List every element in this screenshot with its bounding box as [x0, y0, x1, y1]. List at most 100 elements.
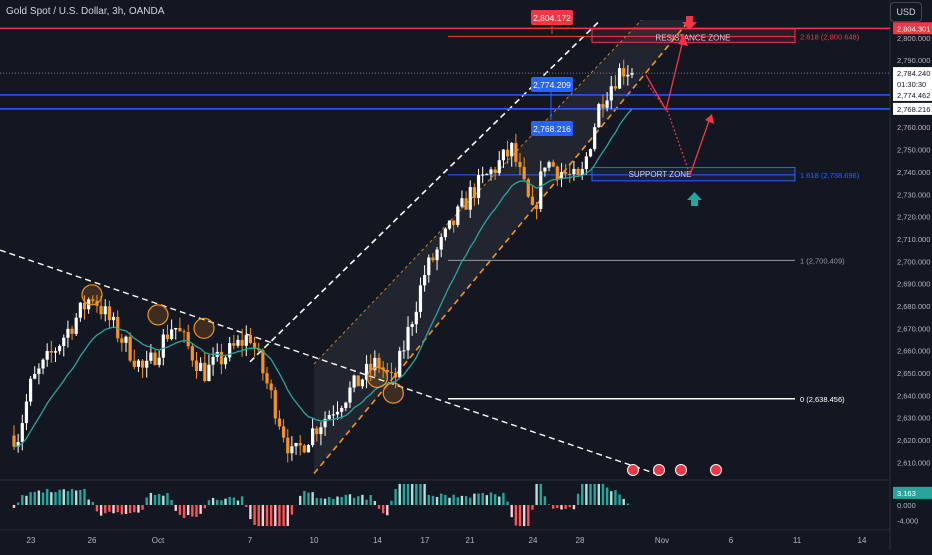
candle-body: [21, 423, 24, 442]
candle-body: [241, 340, 244, 346]
oscillator-bar: [303, 491, 305, 505]
oscillator-bar: [340, 497, 342, 505]
candle-body: [307, 445, 310, 452]
candle-body: [162, 335, 165, 358]
price-tag-2774: 2,774.209: [533, 80, 571, 90]
candle-body: [614, 86, 617, 88]
price-tick: 2,670.000: [897, 324, 930, 333]
candle-body: [249, 335, 252, 343]
candle-body: [50, 351, 53, 353]
candle-body: [294, 443, 297, 446]
oscillator-bar: [179, 505, 181, 515]
oscillator-bar: [141, 505, 143, 510]
oscillator-bar: [457, 497, 459, 505]
oscillator-bar: [100, 505, 102, 516]
oscillator-bar: [511, 505, 513, 517]
candle-body: [427, 258, 430, 276]
candle-body: [228, 343, 231, 357]
candle-body: [568, 174, 571, 175]
economic-event-icon: [711, 465, 722, 476]
candle-body: [303, 445, 306, 452]
currency-button[interactable]: USD: [890, 2, 922, 22]
oscillator-bar: [602, 484, 604, 505]
oscillator-bar: [50, 492, 52, 505]
candle-body: [452, 220, 455, 224]
price-tick: 2,660.000: [897, 347, 930, 356]
price-tick: 2,720.000: [897, 213, 930, 222]
candle-body: [137, 361, 140, 367]
candle-body: [141, 361, 144, 368]
oscillator-bar: [71, 489, 73, 505]
oscillator-bar: [258, 505, 260, 526]
oscillator-bar: [75, 490, 77, 505]
candle-body: [182, 331, 185, 332]
oscillator-bar: [228, 497, 230, 505]
candle-body: [112, 317, 115, 320]
candle-body: [211, 357, 214, 365]
support-zone-label: SUPPORT ZONE: [629, 170, 692, 179]
oscillator-bar: [278, 505, 280, 526]
oscillator-bar: [407, 484, 409, 505]
oscillator-bar: [291, 505, 293, 515]
candle-body: [199, 363, 202, 371]
candle-body: [108, 306, 111, 320]
oscillator-bar: [531, 505, 533, 510]
fib-2618-label: 2.618 (2,800.648): [800, 32, 860, 41]
oscillator-bar: [332, 499, 334, 505]
oscillator-bar: [540, 484, 542, 505]
price-tick: 2,710.000: [897, 235, 930, 244]
oscillator-bar: [67, 491, 69, 505]
economic-event-icon: [628, 465, 639, 476]
oscillator-bar: [428, 495, 430, 505]
oscillator-bar: [436, 497, 438, 505]
candle-body: [282, 426, 285, 437]
oscillator-bar: [133, 505, 135, 512]
candle-body: [124, 337, 127, 343]
oscillator-bar: [158, 494, 160, 505]
price-tick: 2,680.000: [897, 302, 930, 311]
oscillator-bar: [87, 500, 89, 505]
oscillator-bar: [220, 500, 222, 505]
candle-body: [332, 414, 335, 415]
oscillator-bar: [515, 505, 517, 525]
oscillator-bar: [627, 504, 629, 505]
candle-body: [506, 150, 509, 157]
candle-body: [207, 365, 210, 381]
price-tick: 2,690.000: [897, 280, 930, 289]
candle-body: [435, 250, 438, 261]
time-tick: 7: [248, 536, 253, 545]
oscillator-bar: [187, 505, 189, 515]
oscillator-bar: [419, 484, 421, 505]
oscillator-bar: [498, 497, 500, 505]
oscillator-bar: [21, 495, 23, 505]
oscillator-bar: [154, 495, 156, 505]
oscillator-bar: [415, 484, 417, 505]
fib-1618-label: 1.618 (2,738.696): [800, 171, 860, 180]
oscillator-bar: [469, 498, 471, 505]
oscillator-bar: [287, 505, 289, 526]
candle-body: [622, 68, 625, 76]
oscillator-bar: [403, 484, 405, 505]
candle-body: [456, 207, 459, 225]
oscillator-bar: [34, 492, 36, 505]
oscillator-bar: [544, 496, 546, 505]
oscillator-bar: [465, 496, 467, 505]
candle-body: [261, 350, 264, 373]
oscillator-bar: [241, 496, 243, 505]
candle-body: [411, 324, 414, 327]
candle-body: [145, 361, 148, 368]
candle-body: [539, 171, 542, 208]
candle-body: [278, 418, 281, 426]
oscillator-bar: [195, 505, 197, 517]
candle-body: [270, 384, 273, 391]
candle-body: [585, 156, 588, 169]
oscillator-bar: [535, 484, 537, 505]
candle-body: [79, 303, 82, 318]
oscillator-bar: [444, 495, 446, 505]
candle-body: [236, 340, 239, 346]
candle-body: [398, 351, 401, 378]
economic-event-icon: [676, 465, 687, 476]
candle-body: [75, 318, 78, 334]
